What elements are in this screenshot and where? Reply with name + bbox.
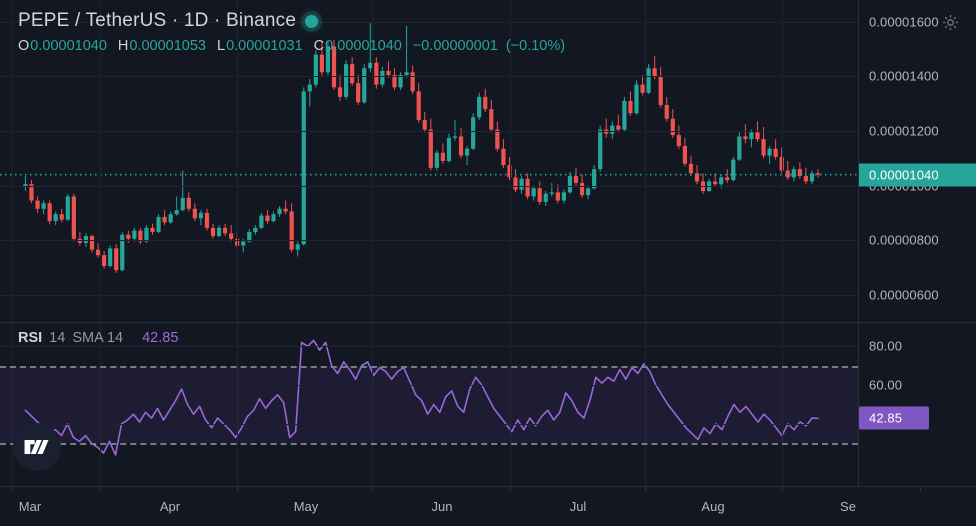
rsi-gridline [0, 385, 858, 386]
rsi-gridline [0, 346, 858, 347]
low-key: L [216, 38, 226, 54]
time-axis-label: Mar [18, 499, 42, 514]
time-axis-label: Apr [159, 499, 181, 514]
price-axis-label: 0.00000800 [869, 232, 939, 248]
vertical-gridline [12, 323, 13, 486]
price-axis-label: 0.00000600 [869, 287, 939, 303]
rsi-value-badge[interactable]: 42.85 [859, 406, 929, 430]
rsi-legend[interactable]: RSI 14 SMA 14 42.85 [18, 330, 178, 346]
vertical-gridline [100, 0, 101, 322]
tradingview-logo[interactable] [13, 423, 61, 471]
current-price-badge[interactable]: 0.00001040 [859, 163, 976, 187]
price-axis-label: 0.00001400 [869, 68, 939, 84]
time-axis-label: Se [840, 499, 856, 514]
time-axis[interactable]: Mar Apr May Jun Jul Aug Se [0, 486, 976, 526]
rsi-gridline [0, 424, 858, 425]
time-tick [645, 487, 646, 492]
change-value: −0.00000001 [412, 38, 498, 54]
rsi-level-line [0, 443, 858, 446]
horizontal-gridline [0, 131, 858, 132]
tradingview-logo-icon [24, 440, 49, 454]
rsi-name: RSI [18, 330, 43, 346]
open-value: 0.00001040 [30, 38, 107, 54]
time-tick [372, 487, 373, 492]
rsi-band-fill [0, 365, 858, 444]
time-tick [12, 487, 13, 492]
time-tick [782, 487, 783, 492]
rsi-length: 14 [49, 330, 66, 346]
time-tick [237, 487, 238, 492]
rsi-level-line [0, 365, 858, 368]
close-key: C [313, 38, 325, 54]
price-axis-label: 0.00001600 [869, 14, 939, 30]
time-tick [510, 487, 511, 492]
rsi-smoothing: SMA 14 [72, 330, 124, 346]
rsi-axis-label: 60.00 [869, 377, 903, 393]
vertical-gridline [12, 0, 13, 322]
gear-icon [942, 14, 958, 30]
rsi-series [24, 339, 819, 456]
horizontal-gridline [0, 240, 858, 241]
horizontal-gridline [0, 186, 858, 187]
vertical-gridline [782, 323, 783, 486]
time-tick [920, 487, 921, 492]
time-axis-label: Jun [431, 499, 453, 514]
rsi-axis[interactable]: 80.00 60.00 42.85 [858, 323, 976, 486]
vertical-gridline [372, 323, 373, 486]
market-open-dot-icon [305, 14, 319, 28]
rsi-pane: 80.00 60.00 42.85 RSI 14 SMA 14 42.85 [0, 323, 976, 486]
low-value: 0.00001031 [226, 38, 303, 54]
price-axis-label: 0.00001200 [869, 123, 939, 139]
symbol-title[interactable]: PEPE / TetherUS · 1D · Binance [18, 10, 297, 31]
open-key: O [18, 38, 30, 54]
time-axis-label: Aug [701, 499, 725, 514]
settings-button[interactable] [940, 12, 960, 32]
high-key: H [117, 38, 129, 54]
change-percent: (−0.10%) [505, 38, 566, 54]
vertical-gridline [645, 323, 646, 486]
price-plot-area[interactable] [0, 0, 858, 322]
price-pane: 0.000016000.000014000.000012000.00001000… [0, 0, 976, 322]
ohlc-row: O 0.00001040 H 0.00001053 L 0.00001031 C… [18, 38, 565, 54]
vertical-gridline [237, 323, 238, 486]
vertical-gridline [372, 0, 373, 322]
rsi-axis-label: 80.00 [869, 338, 903, 354]
vertical-gridline [510, 0, 511, 322]
horizontal-gridline [0, 76, 858, 77]
vertical-gridline [237, 0, 238, 322]
horizontal-gridline [0, 22, 858, 23]
rsi-current-value: 42.85 [142, 330, 179, 346]
price-axis[interactable]: 0.000016000.000014000.000012000.00001000… [858, 0, 976, 322]
rsi-plot-area[interactable] [0, 323, 858, 486]
vertical-gridline [510, 323, 511, 486]
price-legend: PEPE / TetherUS · 1D · Binance O 0.00001… [18, 8, 565, 54]
vertical-gridline [645, 0, 646, 322]
time-axis-label: Jul [569, 499, 587, 514]
horizontal-gridline [0, 295, 858, 296]
vertical-gridline [100, 323, 101, 486]
high-value: 0.00001053 [129, 38, 206, 54]
time-tick [100, 487, 101, 492]
close-value: 0.00001040 [325, 38, 402, 54]
vertical-gridline [782, 0, 783, 322]
pane-separator[interactable] [0, 322, 976, 323]
symbol-row[interactable]: PEPE / TetherUS · 1D · Binance [18, 8, 565, 34]
time-axis-label: May [293, 499, 319, 514]
